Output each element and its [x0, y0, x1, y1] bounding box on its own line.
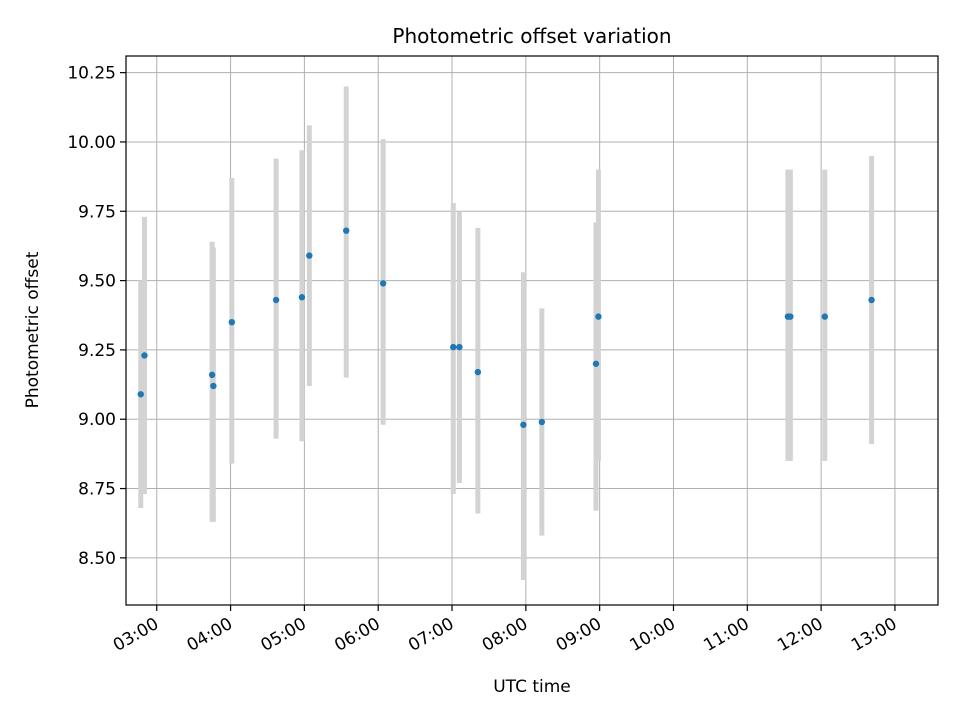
data-point — [450, 343, 457, 351]
data-point — [208, 371, 216, 379]
data-point — [272, 296, 280, 304]
data-point — [787, 313, 794, 320]
plot-area — [126, 56, 938, 605]
data-point — [474, 368, 482, 376]
data-point — [595, 313, 602, 320]
y-axis-ticks: 8.50 8.75 9.00 9.25 9.50 9.75 10.00 10.25 — [67, 64, 126, 569]
y-tick-label: 9.25 — [78, 341, 116, 361]
y-tick-label: 8.75 — [78, 480, 116, 500]
y-tick-label: 9.75 — [78, 202, 116, 222]
data-point — [298, 294, 306, 301]
plot-frame — [125, 55, 939, 606]
grid — [126, 56, 938, 605]
y-axis-label: Photometric offset — [23, 251, 43, 408]
y-tick-label: 10.25 — [67, 64, 116, 84]
y-tick-label: 10.00 — [67, 133, 116, 153]
data-point — [868, 296, 875, 304]
y-tick-label: 8.50 — [78, 549, 116, 569]
data-point — [137, 391, 144, 398]
y-tick-label: 9.50 — [78, 272, 116, 292]
data-point — [306, 252, 313, 259]
data-point — [592, 360, 600, 367]
data-point — [538, 418, 546, 426]
chart-title: Photometric offset variation — [392, 24, 671, 48]
data-point — [379, 280, 387, 287]
data-points — [137, 227, 875, 428]
data-point — [343, 227, 350, 234]
y-tick-label: 9.00 — [78, 410, 116, 430]
x-axis-label: UTC time — [493, 677, 571, 697]
data-point — [456, 343, 463, 351]
data-point — [520, 421, 527, 428]
data-point — [210, 382, 217, 390]
data-point — [821, 313, 829, 320]
data-point — [228, 318, 236, 326]
data-point — [141, 352, 148, 359]
